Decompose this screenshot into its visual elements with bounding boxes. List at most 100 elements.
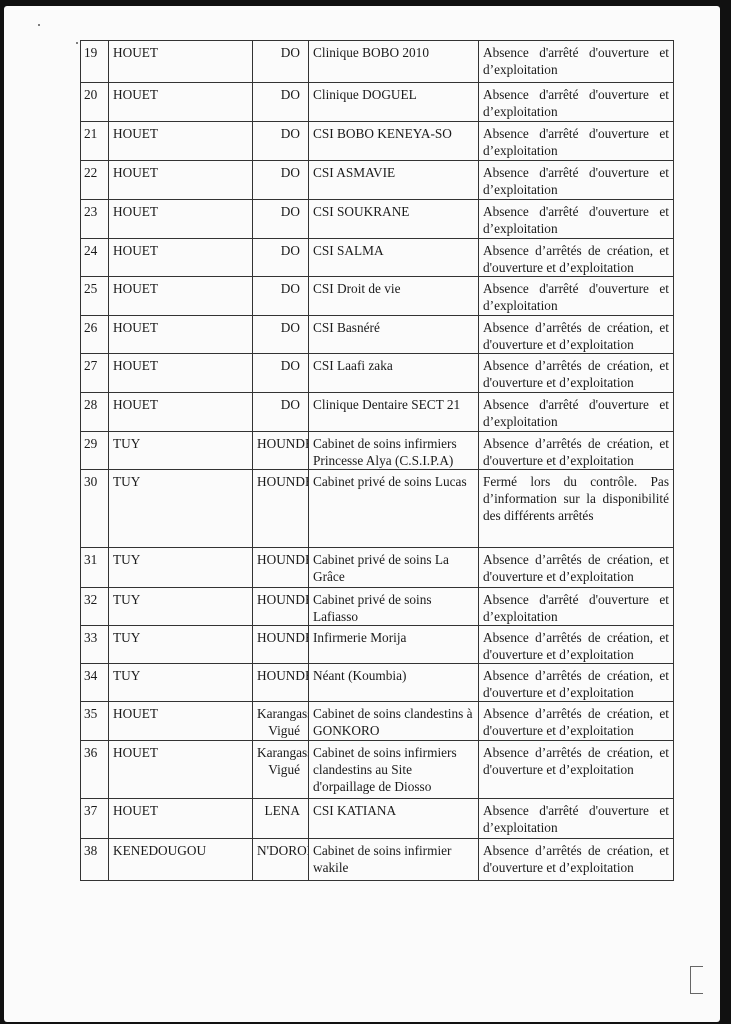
row-number: 32 [80, 587, 109, 626]
district-cell: DO [252, 276, 309, 316]
table-body: 19 HOUET DO Clinique BOBO 2010 Absence d'arr… [80, 40, 674, 881]
row-number: 26 [80, 315, 109, 354]
region-cell: HOUET [108, 392, 253, 432]
row-number: 29 [80, 431, 109, 470]
district-cell: DO [252, 121, 309, 161]
observation-cell: Absence d’arrêtés de création, et d'ouve… [478, 315, 674, 354]
structure-cell: Clinique DOGUEL [308, 82, 479, 122]
region-cell: TUY [108, 625, 253, 664]
table-row: 28 HOUET DO Clinique Dentaire SECT 21 Absenc… [80, 392, 674, 432]
row-number: 19 [80, 40, 109, 83]
observation-cell: Fermé lors du contrôle. Pas d’informatio… [478, 469, 674, 548]
structure-cell: Néant (Koumbia) [308, 663, 479, 702]
observation-cell: Absence d’arrêtés de création, et d'ouve… [478, 740, 674, 799]
structure-cell: Cabinet privé de soins La Grâce [308, 547, 479, 588]
row-number: 22 [80, 160, 109, 200]
row-number: 25 [80, 276, 109, 316]
observation-cell: Absence d'arrêté d'ouverture et d’exploi… [478, 199, 674, 239]
district-cell: HOUNDE [252, 625, 309, 664]
table-row: 37 HOUET LENA CSI KATIANA Absence d'arrêté d… [80, 798, 674, 839]
region-cell: TUY [108, 587, 253, 626]
observation-cell: Absence d’arrêtés de création, et d'ouve… [478, 701, 674, 741]
district-cell: HOUNDE [252, 431, 309, 470]
table-row: 24 HOUET DO CSI SALMA Absence d’arrêtés de c… [80, 238, 674, 277]
table-row: 26 HOUET DO CSI Basnéré Absence d’arrêtés de… [80, 315, 674, 354]
district-cell: DO [252, 40, 309, 83]
structure-cell: Cabinet privé de soins Lafiasso [308, 587, 479, 626]
observation-cell: Absence d’arrêtés de création, et d'ouve… [478, 838, 674, 881]
region-cell: HOUET [108, 238, 253, 277]
district-cell: DO [252, 199, 309, 239]
row-number: 24 [80, 238, 109, 277]
structure-cell: CSI KATIANA [308, 798, 479, 839]
district-cell: Karangasso-Vigué [252, 701, 309, 741]
table-row: 34 TUY HOUNDE Néant (Koumbia) Absence d’arrê… [80, 663, 674, 702]
observation-cell: Absence d'arrêté d'ouverture et d’exploi… [478, 121, 674, 161]
region-cell: HOUET [108, 276, 253, 316]
row-number: 34 [80, 663, 109, 702]
observation-cell: Absence d'arrêté d'ouverture et d’exploi… [478, 40, 674, 83]
observation-cell: Absence d'arrêté d'ouverture et d’exploi… [478, 392, 674, 432]
region-cell: HOUET [108, 199, 253, 239]
observation-cell: Absence d'arrêté d'ouverture et d’exploi… [478, 276, 674, 316]
district-cell: HOUNDE [252, 587, 309, 626]
district-cell: DO [252, 160, 309, 200]
district-cell: DO [252, 353, 309, 393]
region-cell: TUY [108, 547, 253, 588]
row-number: 37 [80, 798, 109, 839]
table-row: 25 HOUET DO CSI Droit de vie Absence d'arrêt… [80, 276, 674, 316]
row-number: 33 [80, 625, 109, 664]
observation-cell: Absence d’arrêtés de création, et d'ouve… [478, 663, 674, 702]
structure-cell: CSI Laafi zaka [308, 353, 479, 393]
table-row: 32 TUY HOUNDE Cabinet privé de soins Lafias… [80, 587, 674, 626]
structure-cell: Cabinet de soins infirmiers clandestins … [308, 740, 479, 799]
row-number: 28 [80, 392, 109, 432]
row-number: 21 [80, 121, 109, 161]
observation-cell: Absence d'arrêté d'ouverture et d’exploi… [478, 160, 674, 200]
district-cell: DO [252, 315, 309, 354]
structure-cell: Cabinet de soins clandestins à GONKORO [308, 701, 479, 741]
table-row: 19 HOUET DO Clinique BOBO 2010 Absence d'arr… [80, 40, 674, 83]
region-cell: HOUET [108, 160, 253, 200]
table-row: 22 HOUET DO CSI ASMAVIE Absence d'arrêté d'o… [80, 160, 674, 200]
row-number: 20 [80, 82, 109, 122]
district-cell: DO [252, 392, 309, 432]
table-row: 23 HOUET DO CSI SOUKRANE Absence d'arrêté d'… [80, 199, 674, 239]
structure-cell: Infirmerie Morija [308, 625, 479, 664]
facilities-table: 19 HOUET DO Clinique BOBO 2010 Absence d'arr… [80, 40, 674, 881]
row-number: 31 [80, 547, 109, 588]
district-cell: HOUNDE [252, 469, 309, 548]
district-cell: HOUNDE [252, 663, 309, 702]
observation-cell: Absence d'arrêté d'ouverture et d’exploi… [478, 798, 674, 839]
table-row: 27 HOUET DO CSI Laafi zaka Absence d’arrêtés… [80, 353, 674, 393]
region-cell: HOUET [108, 121, 253, 161]
region-cell: HOUET [108, 798, 253, 839]
row-number: 36 [80, 740, 109, 799]
region-cell: TUY [108, 663, 253, 702]
structure-cell: Cabinet de soins infirmiers Princesse Al… [308, 431, 479, 470]
observation-cell: Absence d’arrêtés de création, et d'ouve… [478, 625, 674, 664]
row-number: 27 [80, 353, 109, 393]
observation-cell: Absence d’arrêtés de création, et d'ouve… [478, 547, 674, 588]
structure-cell: Cabinet de soins infirmier wakile [308, 838, 479, 881]
structure-cell: CSI BOBO KENEYA-SO [308, 121, 479, 161]
district-cell: HOUNDE [252, 547, 309, 588]
region-cell: KENEDOUGOU [108, 838, 253, 881]
scan-speck [38, 24, 40, 26]
region-cell: HOUET [108, 40, 253, 83]
structure-cell: Clinique BOBO 2010 [308, 40, 479, 83]
region-cell: HOUET [108, 82, 253, 122]
region-cell: HOUET [108, 740, 253, 799]
district-cell: DO [252, 238, 309, 277]
region-cell: HOUET [108, 315, 253, 354]
table-row: 29 TUY HOUNDE Cabinet de soins infirmiers P… [80, 431, 674, 470]
observation-cell: Absence d'arrêté d'ouverture et d’exploi… [478, 587, 674, 626]
region-cell: TUY [108, 431, 253, 470]
structure-cell: CSI SOUKRANE [308, 199, 479, 239]
table-row: 33 TUY HOUNDE Infirmerie Morija Absence d’ar… [80, 625, 674, 664]
district-cell: DO [252, 82, 309, 122]
row-number: 23 [80, 199, 109, 239]
